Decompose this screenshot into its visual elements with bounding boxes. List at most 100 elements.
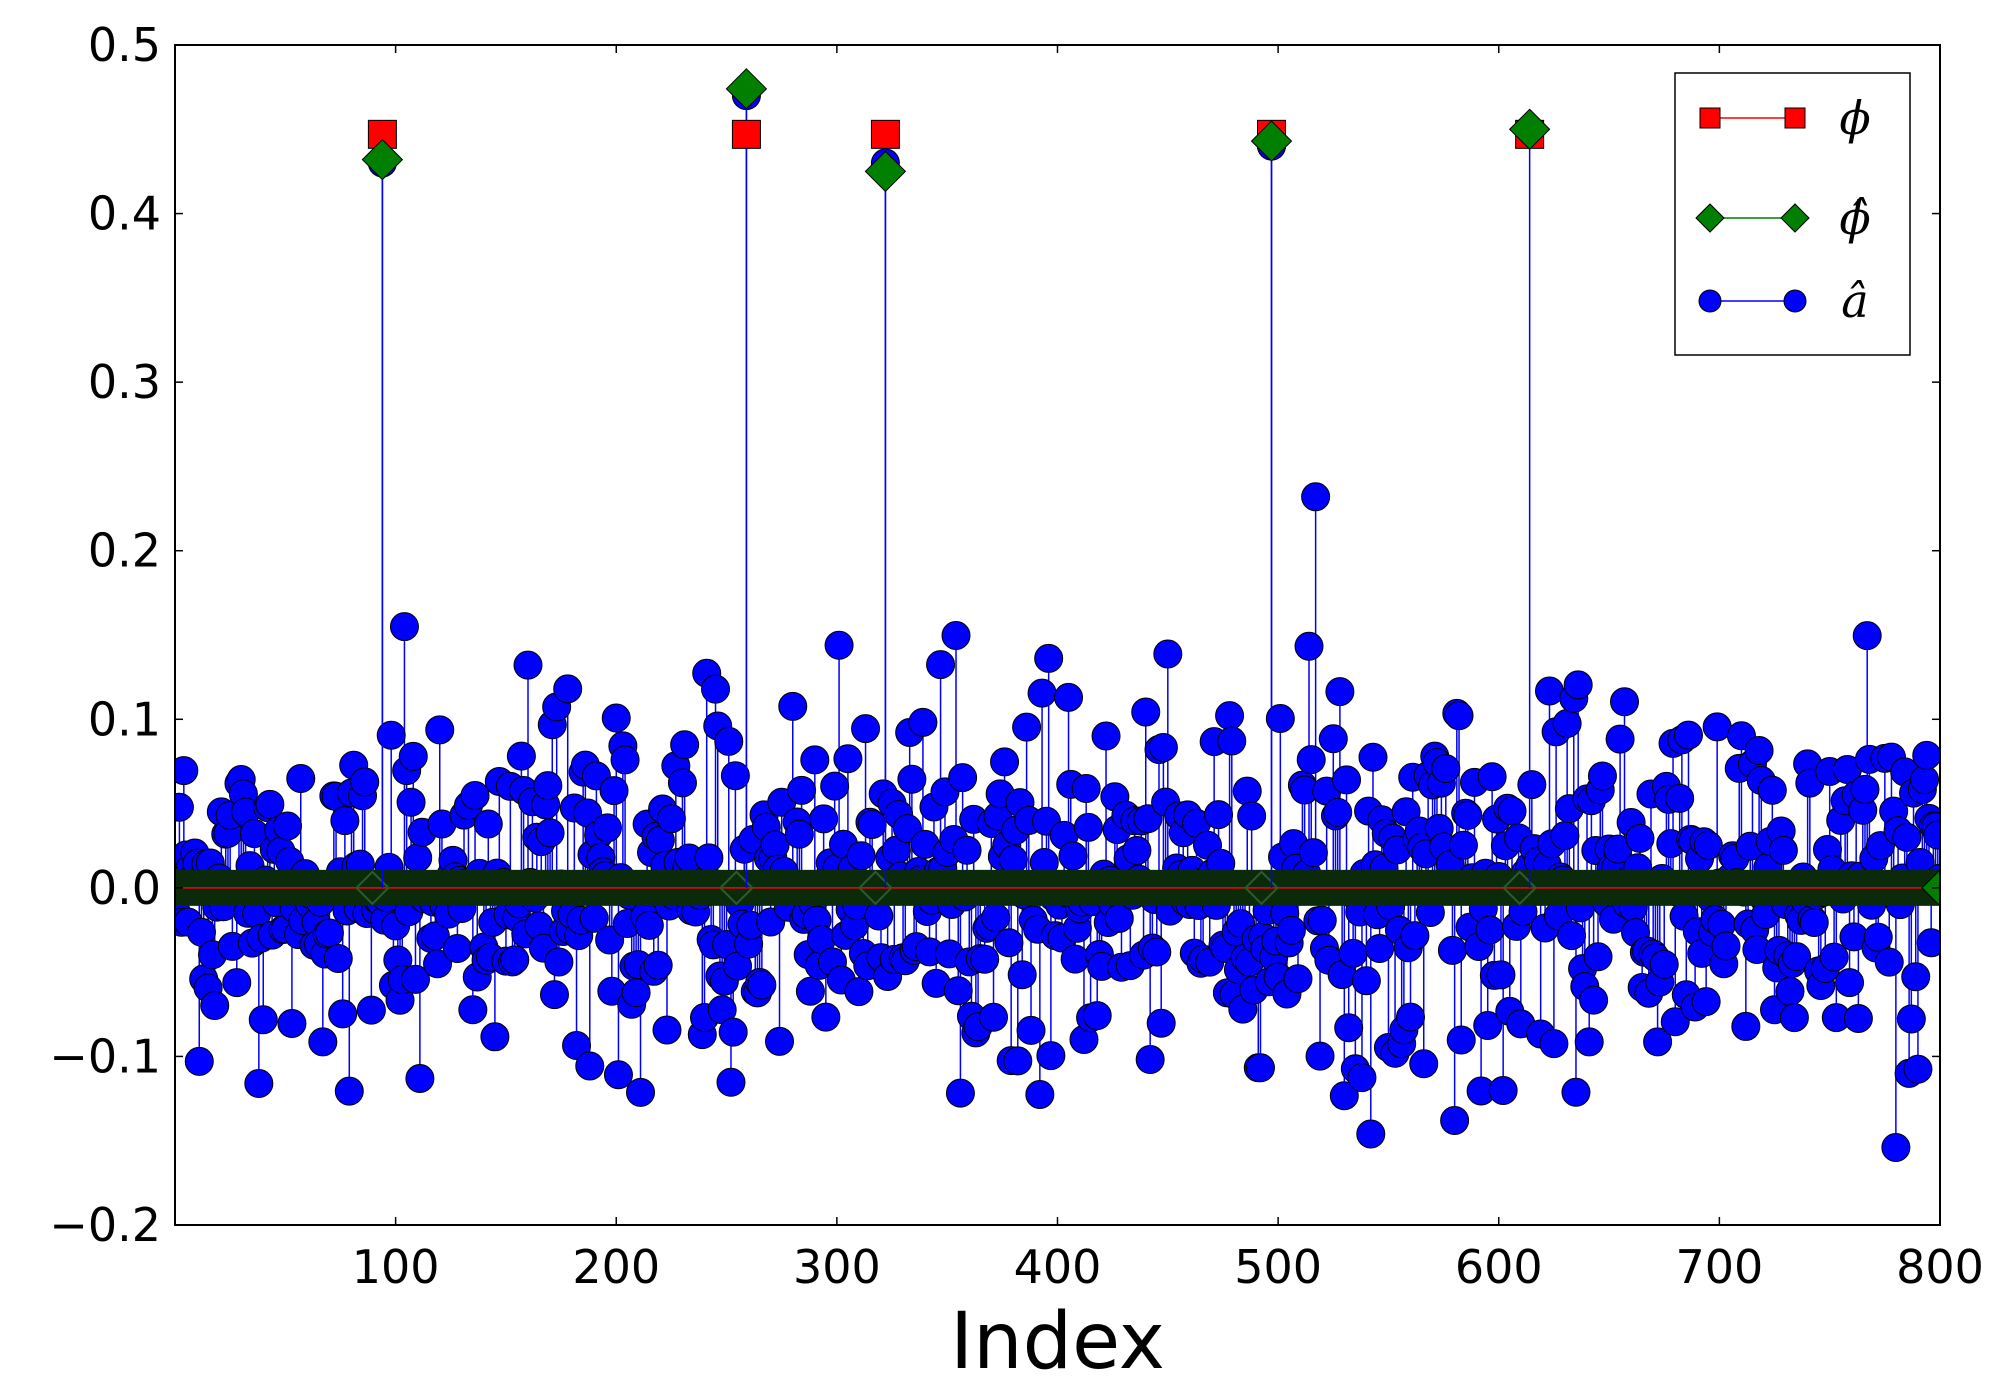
a-hat-point [1012, 712, 1042, 742]
a-hat-point [286, 764, 316, 794]
phi-hat-point [1508, 108, 1551, 150]
a-hat-point [787, 775, 817, 805]
a-hat-point [1265, 703, 1295, 733]
a-hat-point [948, 763, 978, 793]
a-hat-point [308, 1027, 338, 1057]
legend-entry: â [1698, 274, 1869, 328]
a-hat-point [1058, 841, 1088, 871]
a-hat-point [1215, 701, 1245, 731]
a-hat-point [248, 1005, 278, 1035]
phi-point [731, 119, 761, 149]
a-hat-point [255, 789, 285, 819]
a-hat-point [458, 995, 488, 1025]
a-hat-point [425, 715, 455, 745]
phi-hat-point [361, 138, 404, 181]
a-hat-point [500, 945, 530, 975]
a-hat-point [603, 1060, 633, 1090]
a-hat-point [396, 787, 426, 817]
a-hat-point [1007, 960, 1037, 990]
a-hat-point [175, 792, 194, 822]
a-hat-point [1711, 931, 1741, 961]
axis-ticks: 100 200 300 400 500 600 700 800 −0.2 −0.1 0.0 0.1 0.… [49, 18, 1984, 1294]
phi-hat-point [864, 150, 907, 193]
legend-entry: ϕ [1699, 91, 1871, 145]
a-hat-point [1082, 1001, 1112, 1031]
a-hat-point [1016, 1015, 1046, 1045]
a-hat-point [244, 1068, 274, 1098]
a-hat-point [330, 806, 360, 836]
a-hat-point [643, 950, 673, 980]
a-hat-point [1301, 482, 1331, 512]
a-hat-point [1852, 621, 1882, 651]
a-hat-point [1799, 907, 1829, 937]
a-hat-point [998, 845, 1028, 875]
a-hat-point [460, 780, 490, 810]
a-hat-point [1294, 631, 1324, 661]
a-hat-point [1517, 770, 1547, 800]
a-hat-point [356, 995, 386, 1025]
a-hat-point [423, 949, 453, 979]
a-hat-point [795, 976, 825, 1006]
a-hat-point [1486, 960, 1516, 990]
a-hat-point [1054, 682, 1084, 712]
a-hat-point [599, 776, 629, 806]
a-hat-point [1204, 800, 1234, 830]
a-hat-point [970, 944, 1000, 974]
a-hat-point [811, 1002, 841, 1032]
a-hat-point [403, 843, 433, 873]
a-hat-point [1025, 1079, 1055, 1109]
a-hat-point [1148, 732, 1178, 762]
a-hat-point [1409, 1049, 1439, 1079]
a-hat-point [1276, 915, 1306, 945]
a-hat-point [1916, 928, 1940, 958]
x-tick-label: 700 [1675, 1240, 1763, 1294]
a-hat-point [1539, 1029, 1569, 1059]
a-hat-point [1446, 1025, 1476, 1055]
a-hat-point [1923, 820, 1940, 850]
a-hat-point [833, 744, 863, 774]
x-tick-label: 200 [572, 1240, 660, 1294]
a-hat-point [1649, 949, 1679, 979]
a-hat-point [389, 612, 419, 642]
a-hat-point [1329, 1081, 1359, 1111]
a-hat-point [1665, 783, 1695, 813]
a-hat-point [1775, 976, 1805, 1006]
a-hat-point [1881, 1132, 1911, 1162]
a-hat-point [184, 1046, 214, 1076]
a-hat-point [824, 630, 854, 660]
a-hat-point [1643, 1027, 1673, 1057]
a-hat-point [626, 1077, 656, 1107]
a-hat-point [1034, 643, 1064, 673]
a-hat-point [314, 918, 344, 948]
a-hat-point [376, 720, 406, 750]
a-hat-point [1217, 726, 1247, 756]
a-hat-point [175, 756, 199, 786]
a-hat-point [1440, 1105, 1470, 1135]
a-hat-point [1691, 987, 1721, 1017]
a-hat-point [610, 745, 640, 775]
a-hat-point [1453, 800, 1483, 830]
a-hat-point [778, 691, 808, 721]
legend-square-marker [1784, 107, 1806, 129]
a-hat-point [1892, 822, 1922, 852]
a-hat-point [652, 1015, 682, 1045]
a-hat-point [1332, 765, 1362, 795]
a-hat-point [553, 674, 583, 704]
a-hat-point [1237, 801, 1267, 831]
a-hat-point [718, 1017, 748, 1047]
a-hat-point [1550, 821, 1580, 851]
a-hat-point [1477, 762, 1507, 792]
a-hat-point [535, 818, 565, 848]
a-hat-point [784, 819, 814, 849]
a-hat-point [1731, 1011, 1761, 1041]
a-hat-point [716, 1067, 746, 1097]
a-hat-point [1323, 797, 1353, 827]
a-hat-point [1003, 1046, 1033, 1076]
a-hat-point [1660, 1007, 1690, 1037]
a-hat-point [1625, 823, 1655, 853]
a-hat-point [694, 843, 724, 873]
a-hat-point [533, 771, 563, 801]
a-hat-point [1135, 1044, 1165, 1074]
a-hat-point [701, 674, 731, 704]
a-hat-point [1431, 754, 1461, 784]
